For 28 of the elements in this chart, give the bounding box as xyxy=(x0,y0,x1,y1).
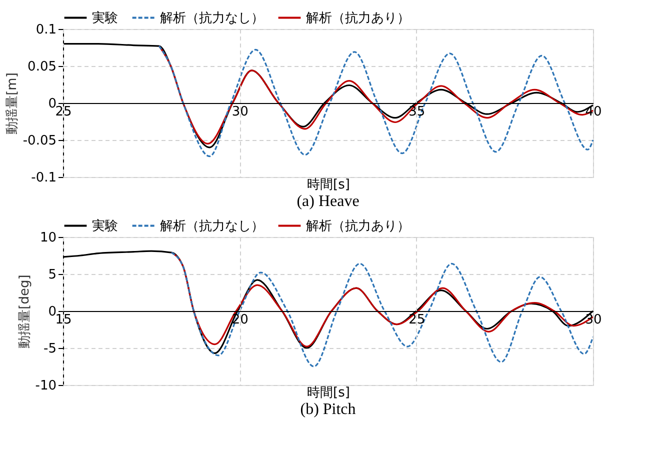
x-tick-label: 25 xyxy=(55,104,72,120)
x-axis-title: 時間[s] xyxy=(307,386,350,400)
y-tick-label: 0 xyxy=(48,96,56,112)
y-tick-label: -5 xyxy=(44,342,56,356)
y-tick-label: 0.1 xyxy=(36,22,56,38)
x-tick-label: 15 xyxy=(55,312,72,328)
x-tick-label: 30 xyxy=(232,104,248,120)
legend-label: 実験 xyxy=(92,218,118,234)
y-tick-label: 10 xyxy=(40,230,56,246)
text: (a) Heave xyxy=(296,193,360,210)
y-axis-title: 動揺量[deg] xyxy=(17,274,32,348)
x-tick-label: 30 xyxy=(585,312,602,328)
y-tick-label: 0 xyxy=(48,304,56,320)
legend-label: 解析（抗力なし） xyxy=(160,218,264,234)
y-tick-label: -10 xyxy=(35,378,56,394)
x-tick-label: 35 xyxy=(408,104,426,120)
legend-label: 解析（抗力あり） xyxy=(306,10,410,26)
y-tick-label: 0.05 xyxy=(28,60,56,74)
x-axis-title: 時間[s] xyxy=(307,178,350,192)
legend-label: 解析（抗力なし） xyxy=(160,10,264,26)
y-tick-label: -0.1 xyxy=(31,170,56,186)
legend-label: 解析（抗力あり） xyxy=(306,218,410,234)
x-tick-label: 25 xyxy=(408,312,426,328)
text: (b) Pitch xyxy=(300,401,356,418)
y-tick-label: 5 xyxy=(48,268,56,282)
y-tick-label: -0.05 xyxy=(22,134,56,148)
y-axis-title: 動揺量[m] xyxy=(4,72,20,134)
legend-label: 実験 xyxy=(92,10,118,26)
